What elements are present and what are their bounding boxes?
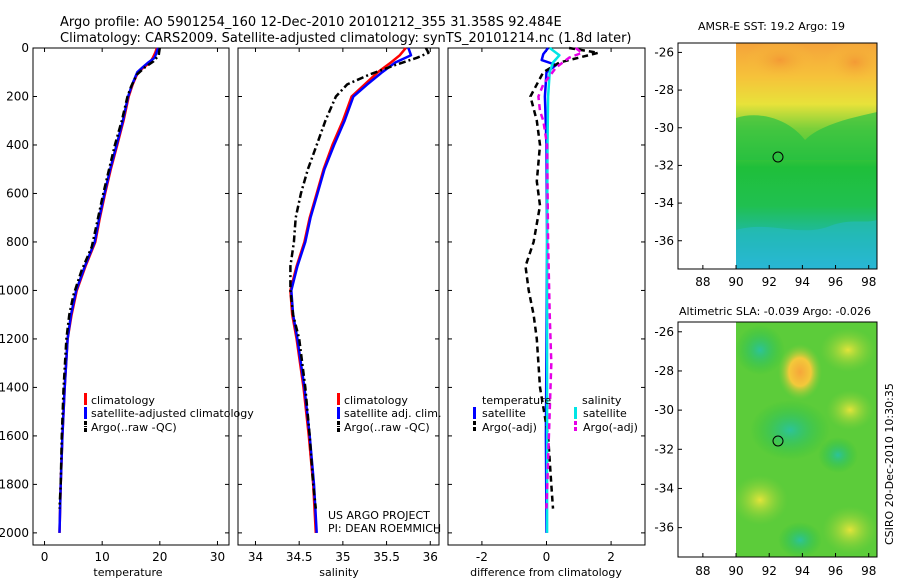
- series-line: [289, 47, 430, 509]
- map-x-tick-label: 88: [695, 564, 710, 578]
- map-x-tick-label: 94: [795, 275, 810, 289]
- salinity-axis-label: salinity: [319, 566, 359, 579]
- map-y-tick-label: -32: [654, 158, 674, 172]
- map-x-tick-label: 92: [762, 275, 777, 289]
- legend-label-satellite-adjusted: satellite-adjusted climatology: [91, 407, 254, 420]
- map-y-tick-label: -34: [654, 196, 674, 210]
- series-line: [58, 47, 162, 509]
- sst-map-title: AMSR-E SST: 19.2 Argo: 19: [698, 20, 845, 33]
- x-tick-label: 36: [423, 550, 438, 564]
- sla-map-frame: [677, 321, 878, 558]
- map-x-tick-label: 90: [728, 275, 743, 289]
- pi-credit: PI: DEAN ROEMMICH: [328, 522, 441, 535]
- x-tick-label: 34: [248, 550, 263, 564]
- map-y-tick-label: -34: [654, 481, 674, 495]
- map-y-tick-label: -28: [654, 364, 674, 378]
- legend-swatch-temp-satellite: [473, 407, 476, 419]
- map-y-tick-label: -26: [654, 325, 674, 339]
- map-y-tick-label: -30: [654, 121, 674, 135]
- y-tick-label: 1800: [0, 477, 29, 491]
- y-tick-label: 1000: [0, 283, 29, 297]
- map-x-tick-label: 98: [861, 275, 876, 289]
- legend-label-argo-raw: Argo(..raw -QC): [91, 421, 177, 434]
- project-credit: US ARGO PROJECT: [328, 509, 430, 522]
- y-tick-label: 1400: [0, 380, 29, 394]
- legend-label-sal-argo-diff: Argo(-adj): [583, 421, 638, 434]
- sla-map-title: Altimetric SLA: -0.039 Argo: -0.026: [679, 305, 871, 318]
- sla-heatmap: [736, 322, 877, 557]
- x-tick-label: 0: [543, 550, 551, 564]
- map-x-tick-label: 88: [695, 275, 710, 289]
- temperature-legend: climatology satellite-adjusted climatolo…: [84, 393, 254, 434]
- x-tick-label: 34.5: [286, 550, 313, 564]
- series-line: [545, 47, 561, 533]
- map-x-tick-label: 96: [828, 275, 843, 289]
- x-tick-label: 10: [95, 550, 110, 564]
- map-x-tick-label: 98: [861, 564, 876, 578]
- map-y-tick-label: -26: [654, 45, 674, 59]
- legend-label-sal-climatology: climatology: [344, 394, 408, 407]
- legend-header-temperature: temperature: [482, 394, 551, 407]
- map-x-tick-label: 90: [728, 564, 743, 578]
- x-tick-label: 30: [210, 550, 225, 564]
- map-y-tick-label: -28: [654, 83, 674, 97]
- sla-argo-marker: [772, 435, 784, 447]
- x-tick-label: 20: [152, 550, 167, 564]
- difference-legend: temperature salinity satellite Argo(-adj…: [473, 394, 638, 434]
- y-tick-label: 600: [6, 186, 29, 200]
- legend-label-temp-argo: Argo(-adj): [482, 421, 537, 434]
- map-x-tick-label: 94: [795, 564, 810, 578]
- legend-label-sal-satellite-diff: satellite: [583, 407, 627, 420]
- legend-swatch-satellite-adjusted: [84, 407, 87, 419]
- y-tick-label: 400: [6, 138, 29, 152]
- salinity-legend: climatology satellite adj. clim. Argo(..…: [337, 393, 441, 434]
- temperature-axis-label: temperature: [93, 566, 162, 579]
- difference-axis-label: difference from climatology: [470, 566, 622, 579]
- map-y-tick-label: -32: [654, 442, 674, 456]
- y-tick-label: 1600: [0, 429, 29, 443]
- sst-map-frame: [677, 42, 878, 270]
- legend-swatch-sal-satellite: [337, 407, 340, 419]
- csiro-timestamp: CSIRO 20-Dec-2010 10:30:35: [883, 383, 896, 545]
- title-line-1: Argo profile: AO 5901254_160 12-Dec-2010…: [60, 15, 562, 30]
- legend-swatch-sal-satellite-diff: [574, 407, 577, 419]
- x-tick-label: 35: [335, 550, 350, 564]
- legend-label-temp-satellite: satellite: [482, 407, 526, 420]
- x-tick-label: 35.5: [373, 550, 400, 564]
- x-tick-label: 0: [41, 550, 49, 564]
- map-y-tick-label: -30: [654, 403, 674, 417]
- map-y-tick-label: -36: [654, 234, 674, 248]
- map-y-tick-label: -36: [654, 521, 674, 535]
- y-tick-label: 1200: [0, 332, 29, 346]
- salinity-axes: [237, 47, 440, 546]
- legend-label-climatology: climatology: [91, 394, 155, 407]
- series-line: [524, 46, 600, 509]
- map-x-tick-label: 92: [762, 564, 777, 578]
- temperature-axes: [32, 47, 230, 546]
- sst-heatmap: [736, 43, 877, 269]
- legend-swatch-sal-climatology: [337, 393, 340, 405]
- map-x-tick-label: 96: [828, 564, 843, 578]
- y-tick-label: 2000: [0, 526, 29, 540]
- y-tick-label: 0: [21, 41, 29, 55]
- title-line-2: Climatology: CARS2009. Satellite-adjuste…: [60, 31, 632, 46]
- legend-swatch-climatology: [84, 393, 87, 405]
- x-tick-label: -2: [476, 550, 488, 564]
- legend-label-sal-satellite: satellite adj. clim.: [344, 407, 441, 420]
- y-tick-label: 200: [6, 89, 29, 103]
- sst-argo-marker: [772, 151, 784, 163]
- legend-label-sal-argo: Argo(..raw -QC): [344, 421, 430, 434]
- y-tick-label: 800: [6, 235, 29, 249]
- series-line: [537, 46, 584, 509]
- x-tick-label: 2: [607, 550, 615, 564]
- legend-header-salinity: salinity: [582, 394, 622, 407]
